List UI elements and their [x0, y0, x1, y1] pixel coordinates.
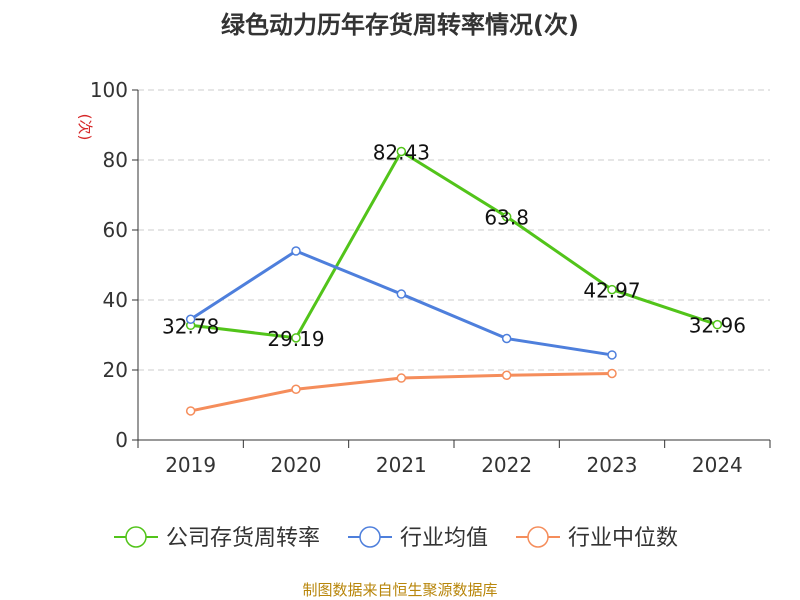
data-point [291, 333, 301, 343]
y-axis-label: (次) [76, 114, 94, 141]
data-point [607, 350, 617, 360]
y-tick-label: 20 [103, 358, 128, 382]
data-point [501, 370, 512, 380]
legend-marker [125, 526, 147, 548]
x-tick-label: 2022 [481, 453, 532, 477]
series-line [189, 249, 613, 357]
data-point [291, 384, 301, 394]
data-point [396, 146, 407, 157]
legend-marker [527, 526, 549, 548]
data-label: 32.78 [162, 314, 219, 338]
data-label: 63.8 [484, 206, 529, 230]
data-point [396, 289, 407, 299]
axes: 0 20 40 60 80 100 2019 2020 2021 2022 2023 2024 [90, 78, 771, 477]
data-point [396, 373, 407, 383]
legend-item[interactable]: 公司存货周转率 [114, 526, 320, 551]
y-tick-label: 0 [115, 428, 128, 452]
data-label: 32.96 [689, 314, 746, 338]
legend-label: 公司存货周转率 [166, 526, 320, 551]
x-tick-label: 2020 [271, 453, 322, 477]
data-label: 42.97 [583, 279, 640, 303]
grid-lines [138, 89, 770, 371]
data-point [607, 368, 617, 379]
legend-item[interactable]: 行业均值 [348, 526, 488, 551]
data-labels: 32.78 29.19 82.43 63.8 42.97 32.96 [162, 140, 746, 350]
x-tick-label: 2024 [692, 453, 743, 477]
x-tick-label: 2019 [165, 453, 216, 477]
data-label: 29.19 [267, 327, 324, 351]
legend-label: 行业中位数 [568, 526, 678, 551]
data-point [185, 314, 196, 324]
y-tick-label: 40 [103, 288, 128, 312]
x-tick-label: 2023 [587, 453, 638, 477]
x-tick-label: 2021 [376, 453, 427, 477]
chart-title: 绿色动力历年存货周转率情况(次) [221, 11, 579, 39]
series-lines [185, 146, 723, 416]
y-tick-label: 80 [103, 148, 128, 172]
series-line [190, 149, 718, 340]
data-point [501, 333, 512, 344]
data-point [185, 406, 196, 416]
source-note: 制图数据来自恒生聚源数据库 [302, 581, 497, 599]
y-tick-label: 100 [90, 78, 128, 102]
legend-marker [359, 526, 381, 548]
legend[interactable]: 公司存货周转率 行业均值 行业中位数 [114, 526, 678, 551]
data-point [291, 246, 301, 256]
y-tick-label: 60 [103, 218, 128, 242]
data-point [607, 284, 617, 295]
data-point [501, 211, 512, 222]
data-label: 82.43 [373, 140, 430, 164]
data-point [712, 319, 723, 330]
legend-label: 行业均值 [400, 526, 488, 551]
legend-item[interactable]: 行业中位数 [516, 526, 678, 551]
